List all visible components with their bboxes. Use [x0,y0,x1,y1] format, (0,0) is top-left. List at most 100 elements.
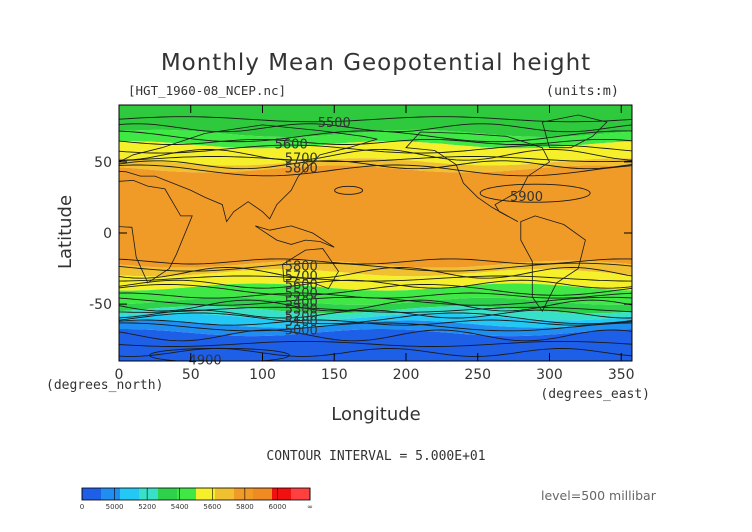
colorbar-swatch [82,488,102,500]
x-tick-label: 250 [464,367,491,383]
band-5 [119,260,632,277]
contour-label: 5500 [318,116,351,131]
contour-line [119,322,632,332]
colorbar-label: 6000 [269,503,287,511]
contour-label: 5100 [285,315,318,330]
coastline-4 [520,215,586,312]
colorbar: 0 5000 5200 5400 5600 5800 6000 ∞ [80,487,313,511]
contour-line [119,279,632,289]
x-ticks: 0 50 100 150 200 250 300 350 [115,105,635,383]
colorbar-label: 5600 [203,503,221,511]
colorbar-swatch [215,488,235,500]
level-text: level=500 millibar [541,488,657,503]
x-tick-label: 100 [249,367,276,383]
y-tick-label: 0 [103,226,112,242]
colorbar-swatch [196,488,216,500]
contour-line [119,116,632,123]
x-tick-label: 200 [393,367,420,383]
y-tick-label: -50 [89,297,112,313]
colorbar-swatch [272,488,292,500]
contour-lines [119,116,632,361]
contour-closed [149,347,290,361]
band-11 [119,320,632,337]
colorbar-label: 5400 [171,503,189,511]
x-unit-label: (degrees_east) [540,387,650,402]
colorbar-label: 5200 [138,503,156,511]
colorbar-swatch [291,488,311,500]
colorbar-swatch [253,488,273,500]
y-unit-label: (degrees_north) [46,378,163,393]
x-tick-label: 150 [321,367,348,383]
contour-line [119,138,632,145]
y-axis-label: Latitude [55,195,76,269]
band-0 [119,105,632,137]
contour-line [119,275,632,282]
contour-line [119,148,632,161]
colorbar-label: 5000 [106,503,124,511]
x-tick-label: 300 [536,367,563,383]
file-label: [HGT_1960-08_NCEP.nc] [128,83,286,98]
filled-bands [119,105,632,361]
contour-line [119,262,632,272]
contour-line [119,266,632,279]
colorbar-swatch [101,488,121,500]
y-ticks: 50 0 -50 [89,155,632,313]
contour-label: 5800 [285,162,318,177]
contour-line [119,296,632,306]
colorbar-swatch [158,488,178,500]
contour-label: 5800 [285,260,318,275]
contour-line [119,284,632,296]
contour-labels: 5500560057005800590058005700560055005400… [189,116,544,369]
contour-line [119,130,632,143]
coastlines [119,114,608,312]
contour-line [119,329,632,342]
contour-closed [479,183,591,203]
colorbar-label: 5800 [236,503,254,511]
coastline-2 [282,248,339,289]
coastline-5 [541,114,608,149]
contour-label: 5600 [275,137,308,152]
contour-line [119,340,632,347]
contour-label: 5700 [285,152,318,167]
contour-label: 5600 [285,278,318,293]
x-tick-label: 0 [115,367,124,383]
contour-label: 5200 [285,309,318,324]
y-tick-label: 50 [94,155,112,171]
coastline-6 [255,225,335,248]
coastline-3 [405,131,551,222]
band-7 [119,283,632,305]
band-12 [119,329,632,361]
colorbar-label: ∞ [307,503,313,511]
contour-interval-text: CONTOUR INTERVAL = 5.000E+01 [266,449,485,464]
contour-line [119,164,632,177]
coastline-0 [119,179,193,284]
contour-line [119,309,632,319]
units-label: (units:m) [546,83,619,99]
coastline-1 [119,124,378,223]
contour-label: 5900 [510,190,543,205]
contour-label: 5000 [285,324,318,339]
contour-closed [334,185,364,195]
contour-label: 5300 [285,302,318,317]
colorbar-swatch [139,488,159,500]
contour-line [119,348,632,357]
contour-line [119,144,632,154]
band-9 [119,306,632,321]
colorbar-label: 0 [80,503,84,511]
band-4 [119,165,632,268]
colorbar-swatch [234,488,254,500]
colorbar-swatch [120,488,140,500]
x-tick-label: 350 [608,367,635,383]
contour-line [119,156,632,163]
contour-line [119,319,632,326]
contour-line [119,312,632,325]
contour-line [119,299,632,312]
chart-title: Monthly Mean Geopotential height [161,50,591,76]
colorbar-swatch [177,488,197,500]
band-6 [119,269,632,291]
x-axis-label: Longitude [331,404,421,425]
band-2 [119,141,632,166]
contour-label: 5400 [285,295,318,310]
contour-label: 5500 [285,287,318,302]
